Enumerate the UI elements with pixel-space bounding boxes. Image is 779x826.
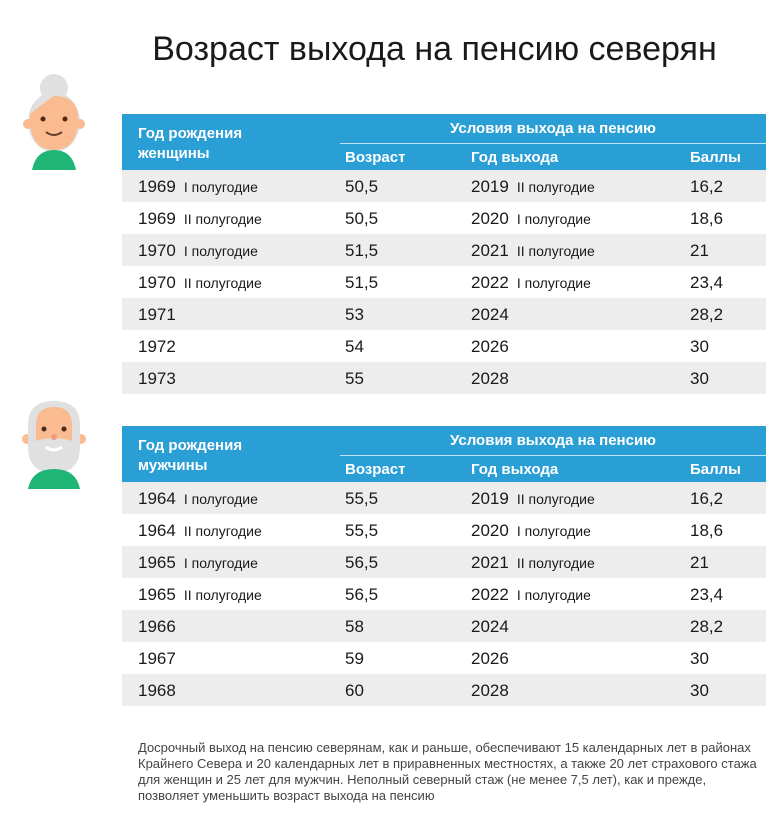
birth-cell: 1965 I полугодие — [138, 553, 258, 572]
birth-year-header: Год рождения женщины — [138, 125, 243, 162]
age-cell: 55,5 — [345, 489, 379, 508]
year-cell: 2022 I полугодие — [471, 273, 591, 292]
table-row: 1965 II полугодие 56,5 2022 I полугодие 23… — [122, 578, 766, 610]
birth-cell: 1964 II полугодие — [138, 521, 262, 540]
age-header: Возраст — [345, 149, 406, 166]
table-row: 1965 I полугодие 56,5 2021 II полугодие 21 — [122, 546, 766, 578]
age-cell: 56,5 — [345, 585, 379, 604]
age-cell: 56,5 — [345, 553, 379, 572]
points-header: Баллы — [690, 149, 741, 166]
points-cell: 16,2 — [690, 489, 724, 508]
birth-cell: 1973 — [138, 369, 176, 388]
man-avatar-icon — [22, 401, 86, 489]
points-cell: 30 — [690, 337, 709, 356]
points-cell: 28,2 — [690, 617, 724, 636]
age-cell: 53 — [345, 305, 364, 324]
table-row: 1964 II полугодие 55,5 2020 I полугодие 18… — [122, 514, 766, 546]
age-cell: 50,5 — [345, 177, 379, 196]
year-cell: 2026 — [471, 649, 509, 668]
table-row: 1972 54 2026 30 — [122, 330, 766, 362]
year-header: Год выхода — [471, 461, 559, 478]
table-row: 1970 II полугодие 51,5 2022 I полугодие 23… — [122, 266, 766, 298]
age-cell: 51,5 — [345, 241, 379, 260]
table-header: Год рождения женщины Условия выхода на п… — [122, 114, 766, 170]
header-divider — [340, 455, 766, 456]
birth-cell: 1965 II полугодие — [138, 585, 262, 604]
table-row: 1964 I полугодие 55,5 2019 II полугодие 16… — [122, 482, 766, 514]
age-cell: 54 — [345, 337, 364, 356]
age-cell: 60 — [345, 681, 364, 700]
age-cell: 59 — [345, 649, 364, 668]
age-header: Возраст — [345, 461, 406, 478]
year-cell: 2028 — [471, 681, 509, 700]
table-row: 1969 II полугодие 50,5 2020 I полугодие 18… — [122, 202, 766, 234]
birth-cell: 1968 — [138, 681, 176, 700]
birth-cell: 1967 — [138, 649, 176, 668]
birth-cell: 1971 — [138, 305, 176, 324]
points-cell: 30 — [690, 649, 709, 668]
year-header: Год выхода — [471, 149, 559, 166]
points-cell: 30 — [690, 369, 709, 388]
year-cell: 2019 II полугодие — [471, 489, 595, 508]
birth-cell: 1964 I полугодие — [138, 489, 258, 508]
table-row: 1968 60 2028 30 — [122, 674, 766, 706]
year-cell: 2021 II полугодие — [471, 241, 595, 260]
points-header: Баллы — [690, 461, 741, 478]
conditions-header: Условия выхода на пенсию — [450, 432, 656, 449]
year-cell: 2020 I полугодие — [471, 521, 591, 540]
birth-cell: 1970 I полугодие — [138, 241, 258, 260]
year-cell: 2019 II полугодие — [471, 177, 595, 196]
year-cell: 2024 — [471, 617, 509, 636]
age-cell: 58 — [345, 617, 364, 636]
birth-cell: 1970 II полугодие — [138, 273, 262, 292]
age-cell: 51,5 — [345, 273, 379, 292]
birth-cell: 1966 — [138, 617, 176, 636]
birth-year-header: Год рождения мужчины — [138, 437, 243, 474]
points-cell: 18,6 — [690, 521, 724, 540]
age-cell: 50,5 — [345, 209, 379, 228]
birth-cell: 1972 — [138, 337, 176, 356]
points-cell: 18,6 — [690, 209, 724, 228]
header-divider — [340, 143, 766, 144]
points-cell: 23,4 — [690, 585, 724, 604]
year-cell: 2021 II полугодие — [471, 553, 595, 572]
table-row: 1971 53 2024 28,2 — [122, 298, 766, 330]
page-title: Возраст выхода на пенсию северян — [152, 30, 717, 68]
points-cell: 30 — [690, 681, 709, 700]
table-row: 1970 I полугодие 51,5 2021 II полугодие 21 — [122, 234, 766, 266]
year-cell: 2028 — [471, 369, 509, 388]
table-row: 1966 58 2024 28,2 — [122, 610, 766, 642]
birth-cell: 1969 I полугодие — [138, 177, 258, 196]
conditions-header: Условия выхода на пенсию — [450, 120, 656, 137]
points-cell: 21 — [690, 241, 709, 260]
points-cell: 16,2 — [690, 177, 724, 196]
women-table: Год рождения женщины Условия выхода на п… — [122, 114, 766, 394]
age-cell: 55,5 — [345, 521, 379, 540]
men-table: Год рождения мужчины Условия выхода на п… — [122, 426, 766, 706]
points-cell: 21 — [690, 553, 709, 572]
points-cell: 28,2 — [690, 305, 724, 324]
table-header: Год рождения мужчины Условия выхода на п… — [122, 426, 766, 482]
year-cell: 2020 I полугодие — [471, 209, 591, 228]
birth-cell: 1969 II полугодие — [138, 209, 262, 228]
year-cell: 2022 I полугодие — [471, 585, 591, 604]
age-cell: 55 — [345, 369, 364, 388]
woman-avatar-icon — [23, 74, 85, 170]
year-cell: 2026 — [471, 337, 509, 356]
footnote: Досрочный выход на пенсию северянам, как… — [138, 740, 757, 803]
points-cell: 23,4 — [690, 273, 724, 292]
year-cell: 2024 — [471, 305, 509, 324]
table-row: 1967 59 2026 30 — [122, 642, 766, 674]
table-row: 1973 55 2028 30 — [122, 362, 766, 394]
table-row: 1969 I полугодие 50,5 2019 II полугодие 16… — [122, 170, 766, 202]
